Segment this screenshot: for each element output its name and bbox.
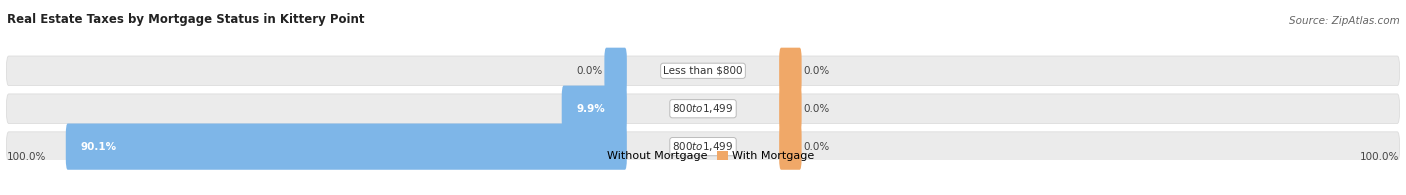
Text: Source: ZipAtlas.com: Source: ZipAtlas.com [1289,16,1399,26]
FancyBboxPatch shape [7,132,1399,161]
Text: 0.0%: 0.0% [803,66,830,76]
FancyBboxPatch shape [562,86,627,132]
Text: Less than $800: Less than $800 [664,66,742,76]
Text: 0.0%: 0.0% [803,142,830,152]
FancyBboxPatch shape [605,48,627,94]
Text: 90.1%: 90.1% [80,142,117,152]
FancyBboxPatch shape [779,48,801,94]
Text: 100.0%: 100.0% [7,152,46,162]
Text: 100.0%: 100.0% [1360,152,1399,162]
Text: 9.9%: 9.9% [576,104,606,114]
FancyBboxPatch shape [66,123,627,170]
Text: $800 to $1,499: $800 to $1,499 [672,140,734,153]
FancyBboxPatch shape [779,123,801,170]
Legend: Without Mortgage, With Mortgage: Without Mortgage, With Mortgage [592,151,814,161]
FancyBboxPatch shape [779,86,801,132]
FancyBboxPatch shape [7,94,1399,123]
Text: 0.0%: 0.0% [803,104,830,114]
FancyBboxPatch shape [7,56,1399,86]
Text: 0.0%: 0.0% [576,66,603,76]
Text: Real Estate Taxes by Mortgage Status in Kittery Point: Real Estate Taxes by Mortgage Status in … [7,13,364,26]
Text: $800 to $1,499: $800 to $1,499 [672,102,734,115]
